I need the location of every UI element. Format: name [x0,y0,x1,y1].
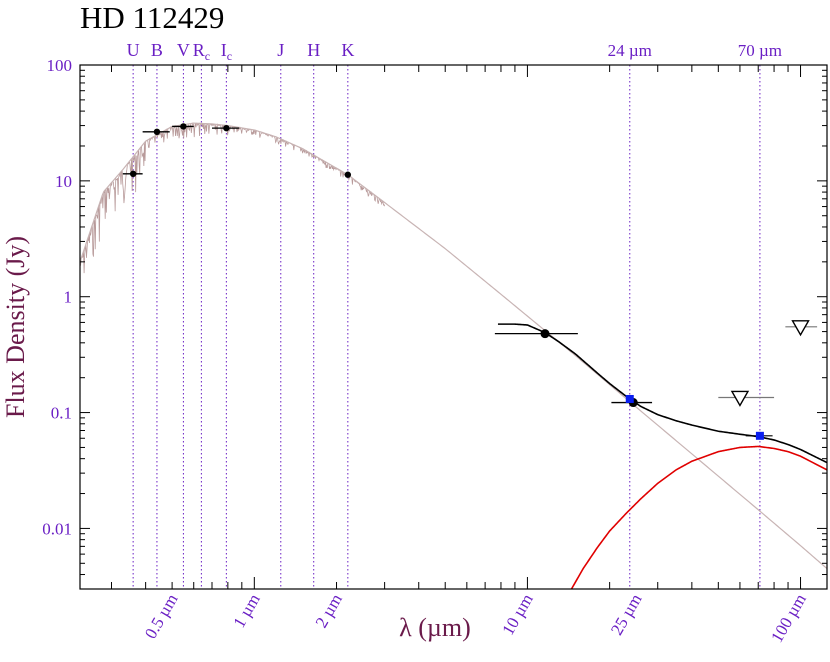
band-labels: U B V Rc Ic J H K 24 µm 70 µm [127,40,782,63]
photometry-point [129,170,137,178]
y-axis-label: Flux Density (Jy) [1,236,30,418]
band-label: V [177,40,190,60]
band-lines [132,65,761,589]
upper-limit-marker [791,320,810,337]
band-label: H [307,40,320,60]
stellar-spectrum-absorption [79,122,385,274]
plot-frame [79,64,828,590]
photometry-point [540,329,550,339]
y-axis: 100 10 1 0.1 0.01 [42,56,827,590]
band-label: 70 µm [738,41,782,60]
x-tick-label: 1 µm [229,591,263,631]
spitzer-point [625,394,634,403]
upper-limit-marker [730,390,750,407]
chart-title: HD 112429 [80,0,224,35]
band-label: J [277,40,284,60]
spitzer-point [755,431,764,440]
stellar-model-line [79,122,828,570]
band-label: B [151,40,163,60]
x-tick-label: 2 µm [312,591,346,631]
data-points [122,123,818,440]
band-label: K [341,40,354,60]
x-tick-label: 0.5 µm [141,591,182,643]
y-tick-label: 1 [64,288,73,307]
photometry-point [344,171,352,178]
x-axis: 0.5 µm 1 µm 2 µm 10 µm 25 µm 100 µm [111,65,810,646]
band-label: U [127,40,140,60]
y-tick-label: 0.1 [51,404,72,423]
total-model-line [497,323,828,464]
band-label: Ic [221,40,232,63]
band-label: Rc [193,40,210,63]
x-tick-label: 10 µm [498,591,537,639]
disk-model-line [570,445,828,590]
photometry-point [223,124,230,132]
y-tick-label: 10 [55,172,72,191]
band-label: 24 µm [608,41,652,60]
x-tick-label: 25 µm [607,591,646,639]
photometry-point [180,123,187,130]
photometry-point [153,128,161,136]
x-axis-label: λ (µm) [399,613,471,642]
y-tick-label: 0.01 [42,519,72,538]
x-tick-label: 100 µm [767,591,810,646]
y-tick-label: 100 [47,56,73,75]
models [79,122,828,590]
